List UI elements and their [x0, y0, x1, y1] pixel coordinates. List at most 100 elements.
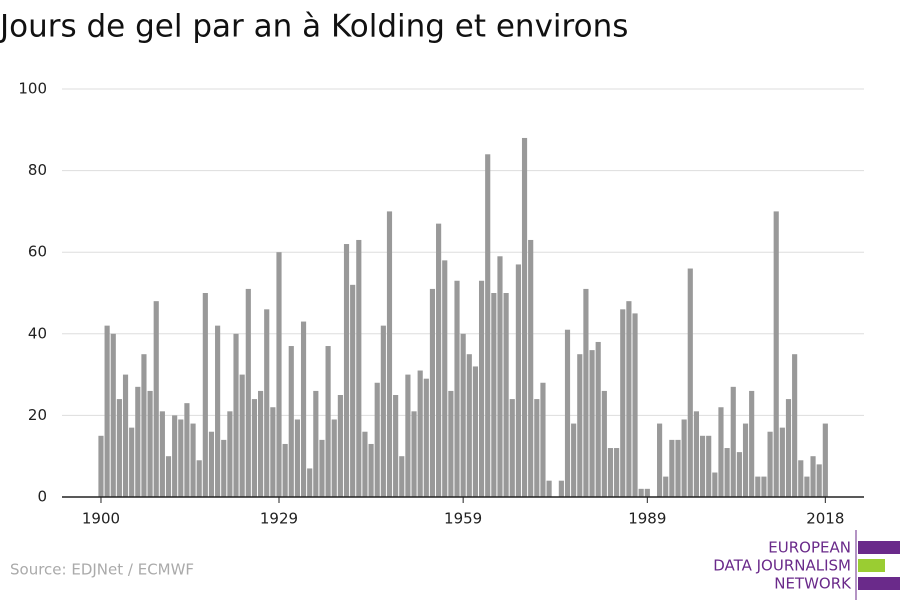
- bar: [258, 390, 264, 497]
- bar: [699, 435, 706, 497]
- bar: [245, 288, 251, 497]
- bar: [399, 456, 405, 497]
- bar: [558, 480, 564, 497]
- bar: [313, 390, 319, 497]
- bar: [644, 488, 650, 497]
- bar: [116, 399, 122, 497]
- bar: [687, 268, 693, 497]
- bar: [589, 350, 595, 497]
- bar: [270, 407, 276, 497]
- bar: [706, 435, 712, 497]
- bar: [534, 399, 540, 497]
- bar: [374, 382, 380, 497]
- bar: [165, 456, 172, 497]
- bar: [288, 346, 294, 497]
- bar: [294, 419, 300, 497]
- bar: [264, 309, 270, 497]
- bar: [583, 288, 589, 497]
- x-tick-label: 2018: [806, 510, 844, 528]
- bar: [540, 382, 546, 497]
- bar: [632, 313, 638, 497]
- bar: [601, 390, 607, 497]
- bar: [307, 468, 313, 497]
- bar: [485, 154, 491, 497]
- bar: [767, 431, 773, 497]
- bar: [362, 431, 368, 497]
- bar: [350, 284, 356, 497]
- bar: [405, 374, 411, 497]
- bar: [804, 476, 810, 497]
- bar: [779, 427, 785, 497]
- bar: [184, 403, 190, 497]
- bar: [417, 370, 423, 497]
- bar: [712, 472, 718, 497]
- bar: [730, 386, 736, 497]
- bar: [693, 411, 699, 497]
- bar: [614, 448, 620, 497]
- bar: [319, 439, 325, 497]
- bar: [466, 354, 472, 497]
- bar: [104, 325, 110, 497]
- bar: [491, 293, 497, 497]
- bar: [577, 354, 583, 497]
- bar: [761, 476, 767, 497]
- bar: [663, 476, 669, 497]
- bar: [227, 411, 233, 497]
- bar: [638, 488, 644, 497]
- bar: [478, 280, 485, 497]
- bar: [300, 321, 307, 497]
- bar: [681, 419, 687, 497]
- bar: [742, 423, 749, 497]
- logo-text: NETWORK: [774, 575, 852, 593]
- bar: [571, 423, 577, 497]
- bar: [724, 448, 730, 497]
- bar: [386, 211, 393, 497]
- bar: [595, 341, 601, 497]
- bar: [325, 346, 331, 497]
- bar: [736, 452, 742, 497]
- bar: [798, 460, 804, 497]
- bar: [380, 325, 386, 497]
- bar: [546, 480, 552, 497]
- bar: [460, 333, 466, 497]
- y-tick-label: 60: [28, 243, 47, 261]
- bar: [675, 439, 681, 497]
- bar: [282, 443, 288, 497]
- bar: [411, 411, 417, 497]
- bar: [423, 378, 429, 497]
- bar: [436, 223, 442, 497]
- bar: [393, 395, 399, 497]
- bar: [221, 439, 227, 497]
- bar: [669, 439, 675, 497]
- bar: [98, 435, 104, 497]
- bar: [718, 407, 724, 497]
- bar: [773, 211, 779, 497]
- bar: [233, 333, 239, 497]
- y-tick-label: 0: [37, 488, 47, 506]
- x-tick-label: 1900: [82, 510, 120, 528]
- bar: [331, 419, 337, 497]
- bar: [159, 411, 165, 497]
- logo-bar: [858, 541, 900, 554]
- chart-title: Jours de gel par an à Kolding et environ…: [0, 9, 628, 45]
- bar: [153, 301, 159, 497]
- source: Source: EDJNet / ECMWF: [10, 561, 194, 579]
- bar: [356, 239, 362, 497]
- logo-text: EUROPEAN: [768, 539, 851, 557]
- bar: [129, 427, 135, 497]
- logo-bar: [858, 577, 900, 590]
- bar: [816, 464, 822, 497]
- bar: [178, 419, 184, 497]
- bar: [509, 399, 515, 497]
- bar: [497, 256, 503, 497]
- x-tick-label: 1959: [444, 510, 482, 528]
- logo-bar: [858, 559, 885, 572]
- bar: [521, 137, 528, 497]
- bar: [202, 293, 208, 497]
- bar: [528, 239, 534, 497]
- x-tick-label: 1989: [628, 510, 666, 528]
- y-tick-label: 20: [28, 406, 47, 424]
- y-tick-label: 100: [18, 80, 47, 98]
- bar: [749, 390, 755, 497]
- bar: [190, 423, 196, 497]
